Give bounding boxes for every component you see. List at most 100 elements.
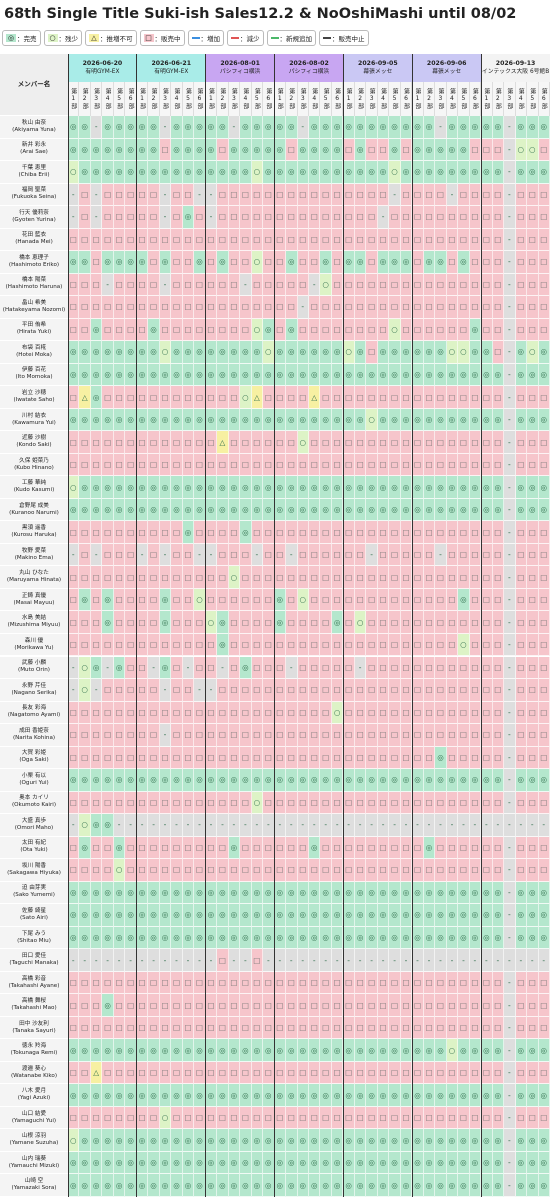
ticket-cell: □: [297, 971, 309, 995]
ticket-cell: ◎: [263, 476, 275, 499]
ticket-cell: ◎: [148, 318, 160, 342]
ticket-cell: □: [515, 521, 528, 544]
ticket-cell: ◎: [354, 881, 367, 905]
ticket-cell: ◎: [205, 769, 218, 792]
ticket-cell: □: [251, 588, 264, 612]
ticket-cell: □: [102, 543, 114, 567]
ticket-cell: □: [400, 679, 413, 702]
ticket-cell: □: [240, 251, 252, 274]
day-date: 2026-08-02: [289, 60, 329, 67]
ticket-cell: -: [504, 138, 516, 162]
ticket-cell: ◎: [205, 904, 218, 927]
ticket-cell: □: [492, 318, 505, 342]
ticket-cell: □: [228, 1061, 241, 1085]
ticket-cell: ◎: [458, 588, 470, 612]
ticket-cell: □: [435, 1061, 447, 1085]
part-header: 第4部: [240, 82, 252, 116]
ticket-cell: ◎: [251, 1174, 264, 1197]
ticket-cell: ◎: [320, 1039, 332, 1062]
ticket-cell: ◎: [435, 1151, 447, 1175]
ticket-cell: □: [205, 588, 218, 612]
ticket-cell: ◎: [90, 1084, 103, 1107]
ticket-cell: □: [527, 1106, 539, 1130]
ticket-cell: ◎: [366, 363, 378, 387]
ticket-cell: □: [217, 1061, 229, 1085]
ticket-cell: □: [320, 183, 332, 207]
ticket-cell: ◎: [205, 498, 218, 522]
ticket-cell: □: [263, 679, 275, 702]
ticket-cell: □: [205, 701, 218, 725]
ticket-cell: □: [389, 1061, 401, 1085]
ticket-cell: □: [240, 746, 252, 770]
ticket-cell: ◎: [469, 1151, 482, 1175]
ticket-cell: -: [194, 814, 206, 837]
ticket-cell: □: [320, 521, 332, 544]
part-header: 第6部: [263, 82, 275, 116]
ticket-cell: □: [194, 566, 206, 589]
ticket-cell: □: [320, 971, 332, 995]
ticket-cell: ◎: [331, 161, 344, 184]
ticket-cell: ◎: [492, 1039, 505, 1062]
ticket-cell: □: [125, 318, 137, 342]
ticket-cell: ◎: [331, 881, 344, 905]
ticket-cell: □: [538, 611, 550, 634]
ticket-cell: □: [228, 656, 241, 680]
ticket-cell: ◎: [354, 498, 367, 522]
ticket-cell: □: [113, 746, 126, 770]
ticket-cell: □: [159, 746, 172, 770]
ticket-cell: □: [515, 701, 528, 725]
ticket-cell: ○: [240, 386, 252, 409]
ticket-cell: □: [527, 543, 539, 567]
ticket-cell: ◎: [228, 769, 241, 792]
ticket-cell: -: [286, 949, 298, 972]
ticket-cell: ◎: [205, 1151, 218, 1175]
ticket-cell: ○: [251, 791, 264, 815]
ticket-cell: -: [366, 814, 378, 837]
ticket-cell: -: [515, 949, 528, 972]
ticket-cell: ○: [297, 431, 309, 454]
ticket-cell: ◎: [79, 1084, 91, 1107]
ticket-cell: ◎: [148, 1151, 160, 1175]
ticket-cell: ◎: [136, 251, 149, 274]
ticket-cell: ◎: [251, 116, 264, 139]
ticket-cell: ◎: [389, 1151, 401, 1175]
ticket-cell: ◎: [182, 363, 195, 387]
ticket-cell: □: [366, 138, 378, 162]
ticket-cell: ◎: [102, 363, 114, 387]
ticket-cell: ◎: [400, 881, 413, 905]
ticket-cell: □: [400, 994, 413, 1017]
member-romaji: (Yamaguchi Yui): [11, 1117, 57, 1124]
ticket-cell: □: [389, 228, 401, 252]
ticket-cell: □: [538, 386, 550, 409]
ticket-cell: ◎: [148, 341, 160, 364]
ticket-cell: □: [68, 296, 80, 319]
ticket-cell: □: [68, 453, 80, 477]
ticket-cell: □: [527, 521, 539, 544]
ticket-cell: □: [458, 971, 470, 995]
ticket-cell: □: [458, 656, 470, 680]
ticket-cell: ◎: [263, 926, 275, 950]
ticket-cell: ◎: [297, 1084, 309, 1107]
ticket-cell: ◎: [251, 363, 264, 387]
ticket-cell: □: [286, 994, 298, 1017]
ticket-cell: -: [217, 656, 229, 680]
ticket-cell: □: [331, 543, 344, 567]
ticket-cell: □: [492, 588, 505, 612]
ticket-cell: □: [492, 859, 505, 882]
ticket-cell: □: [286, 701, 298, 725]
ticket-cell: □: [251, 836, 264, 860]
ticket-cell: -: [366, 543, 378, 567]
ticket-cell: □: [481, 138, 493, 162]
ticket-cell: ◎: [309, 836, 321, 860]
ticket-cell: △: [79, 386, 91, 409]
ticket-cell: ◎: [90, 904, 103, 927]
ticket-cell: ◎: [515, 1129, 528, 1152]
ticket-cell: □: [481, 1061, 493, 1085]
ticket-cell: □: [182, 746, 195, 770]
ticket-cell: □: [366, 341, 378, 364]
ticket-cell: □: [228, 633, 241, 657]
ticket-cell: □: [320, 791, 332, 815]
ticket-cell: □: [148, 724, 160, 747]
ticket-cell: □: [136, 453, 149, 477]
ticket-cell: ◎: [412, 926, 424, 950]
